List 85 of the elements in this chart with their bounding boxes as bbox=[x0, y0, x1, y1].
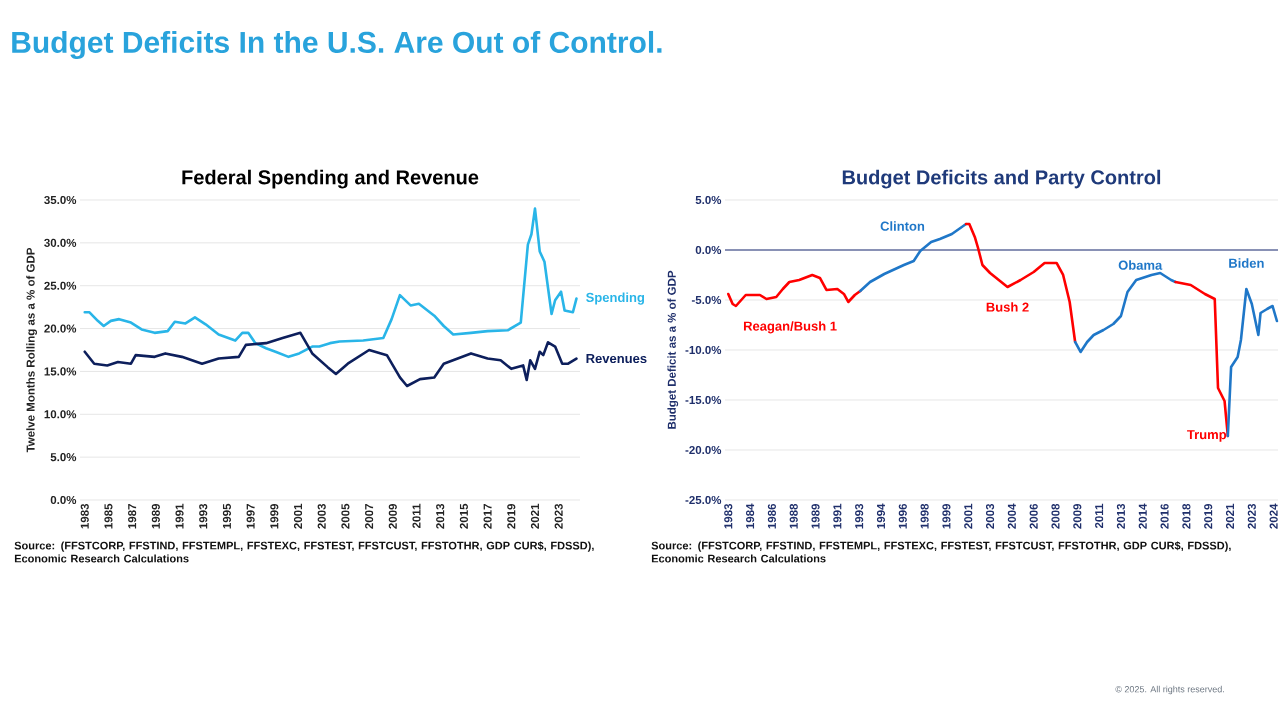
y-tick-label: 30.0% bbox=[44, 238, 77, 247]
y-axis-title: Budget Deficit as a % of GDP bbox=[667, 270, 679, 429]
series-label: Spending bbox=[586, 292, 645, 305]
y-tick-label: -10.0% bbox=[685, 345, 722, 355]
text: © 2025. All rights reserved. bbox=[1115, 685, 1224, 695]
y-tick-label: 10.0% bbox=[44, 410, 77, 419]
x-tick-label: 2013 bbox=[436, 503, 445, 529]
source-note: Source: (FFSTCORP, FFSTIND, FFSTEMPL, FFSTEXC, FFSTEST, FFSTCUST, FFSTOTHR, GDP CUR$, FDSSD), Economic Research Calculations bbox=[14, 541, 594, 563]
x-tick-label: 2015 bbox=[459, 503, 468, 529]
line-series bbox=[1226, 287, 1279, 438]
x-tick-label: 2009 bbox=[1073, 503, 1082, 529]
y-tick-label: 25.0% bbox=[44, 281, 77, 290]
x-tick-label: 2009 bbox=[388, 503, 397, 529]
y-tick-label: 5.0% bbox=[50, 453, 77, 462]
y-tick-label: -20.0% bbox=[685, 445, 722, 455]
x-tick-label: 1997 bbox=[246, 504, 255, 529]
x-tick-label: 1987 bbox=[128, 504, 137, 529]
x-tick-label: 1986 bbox=[767, 503, 776, 529]
text: Budget Deficits In the U.S. Are Out of Control. bbox=[12, 30, 662, 60]
x-tick-label: 2023 bbox=[554, 503, 563, 529]
x-tick-label: 1985 bbox=[104, 503, 113, 529]
y-tick-label: 0.0% bbox=[50, 495, 77, 505]
x-tick-label: 2004 bbox=[1007, 503, 1016, 529]
x-tick-label: 2007 bbox=[365, 504, 374, 529]
x-tick-label: 2023 bbox=[1247, 503, 1256, 529]
x-tick-label: 2005 bbox=[341, 503, 350, 529]
x-tick-label: 2019 bbox=[1204, 503, 1213, 529]
x-tick-label: 2021 bbox=[530, 503, 540, 529]
x-tick-label: 1996 bbox=[898, 503, 907, 529]
y-tick-label: 0.0% bbox=[695, 245, 722, 255]
x-tick-label: 2019 bbox=[507, 503, 516, 529]
line-series bbox=[726, 273, 862, 308]
x-tick-label: 1984 bbox=[746, 503, 755, 529]
x-tick-label: 1995 bbox=[222, 503, 231, 529]
y-tick-label: -15.0% bbox=[685, 395, 722, 405]
x-tick-label: 1998 bbox=[920, 503, 929, 529]
series-label: Revenues bbox=[586, 354, 647, 364]
series-label: Obama bbox=[1118, 260, 1163, 270]
y-tick-label: 5.0% bbox=[695, 195, 722, 205]
series-label: Reagan/Bush 1 bbox=[743, 321, 837, 334]
x-tick-label: 2017 bbox=[483, 504, 492, 529]
y-tick-label: -5.0% bbox=[691, 295, 722, 305]
x-tick-label: 2021 bbox=[1225, 503, 1235, 529]
line-series bbox=[83, 207, 578, 359]
x-tick-label: 1999 bbox=[942, 503, 951, 529]
x-tick-label: 2003 bbox=[985, 503, 995, 529]
x-tick-label: 1999 bbox=[270, 503, 279, 529]
x-tick-label: 2014 bbox=[1138, 503, 1147, 529]
x-tick-label: 1983 bbox=[724, 503, 733, 529]
y-tick-label: 15.0% bbox=[44, 367, 77, 376]
x-tick-label: 1983 bbox=[80, 503, 89, 529]
line-series bbox=[858, 222, 968, 293]
chart-title: Budget Deficits and Party Control bbox=[842, 169, 1161, 189]
x-tick-label: 2011 bbox=[1095, 503, 1104, 529]
y-axis-title: Twelve Months Rolling as a % of GDP bbox=[26, 247, 37, 453]
series-label: Biden bbox=[1229, 258, 1264, 268]
x-tick-label: 1989 bbox=[811, 503, 820, 529]
line-series bbox=[964, 222, 1077, 344]
line-series bbox=[83, 331, 578, 388]
x-tick-label: 1993 bbox=[855, 503, 864, 529]
y-tick-label: -25.0% bbox=[685, 495, 722, 505]
x-tick-label: 1991 bbox=[833, 503, 842, 529]
x-tick-label: 2024 bbox=[1269, 503, 1278, 529]
line-series bbox=[1073, 271, 1177, 354]
series-label: Trump bbox=[1187, 430, 1227, 442]
x-tick-label: 2013 bbox=[1116, 503, 1126, 529]
x-tick-label: 2006 bbox=[1029, 503, 1038, 529]
x-tick-label: 1993 bbox=[199, 503, 208, 529]
x-tick-label: 2003 bbox=[317, 503, 326, 529]
x-tick-label: 1994 bbox=[876, 503, 886, 529]
x-tick-label: 2008 bbox=[1051, 503, 1060, 529]
x-tick-label: 2016 bbox=[1160, 503, 1169, 529]
y-tick-label: 20.0% bbox=[44, 324, 77, 333]
x-tick-label: 1991 bbox=[175, 503, 184, 529]
x-tick-label: 1989 bbox=[151, 503, 160, 529]
chart-title: Federal Spending and Revenue bbox=[182, 169, 479, 189]
x-tick-label: 2001 bbox=[964, 503, 973, 529]
series-label: Bush 2 bbox=[986, 302, 1029, 312]
x-tick-label: 1988 bbox=[789, 503, 798, 529]
y-tick-label: 35.0% bbox=[44, 195, 77, 205]
x-tick-label: 2001 bbox=[293, 503, 303, 529]
x-tick-label: 2018 bbox=[1182, 503, 1191, 529]
series-label: Clinton bbox=[880, 221, 925, 231]
x-tick-label: 2011 bbox=[412, 503, 421, 529]
source-note: Source: (FFSTCORP, FFSTIND, FFSTEMPL, FFSTEXC, FFSTEST, FFSTCUST, FFSTOTHR, GDP CUR$, FDSSD), Economic Research Calculations bbox=[651, 541, 1231, 563]
